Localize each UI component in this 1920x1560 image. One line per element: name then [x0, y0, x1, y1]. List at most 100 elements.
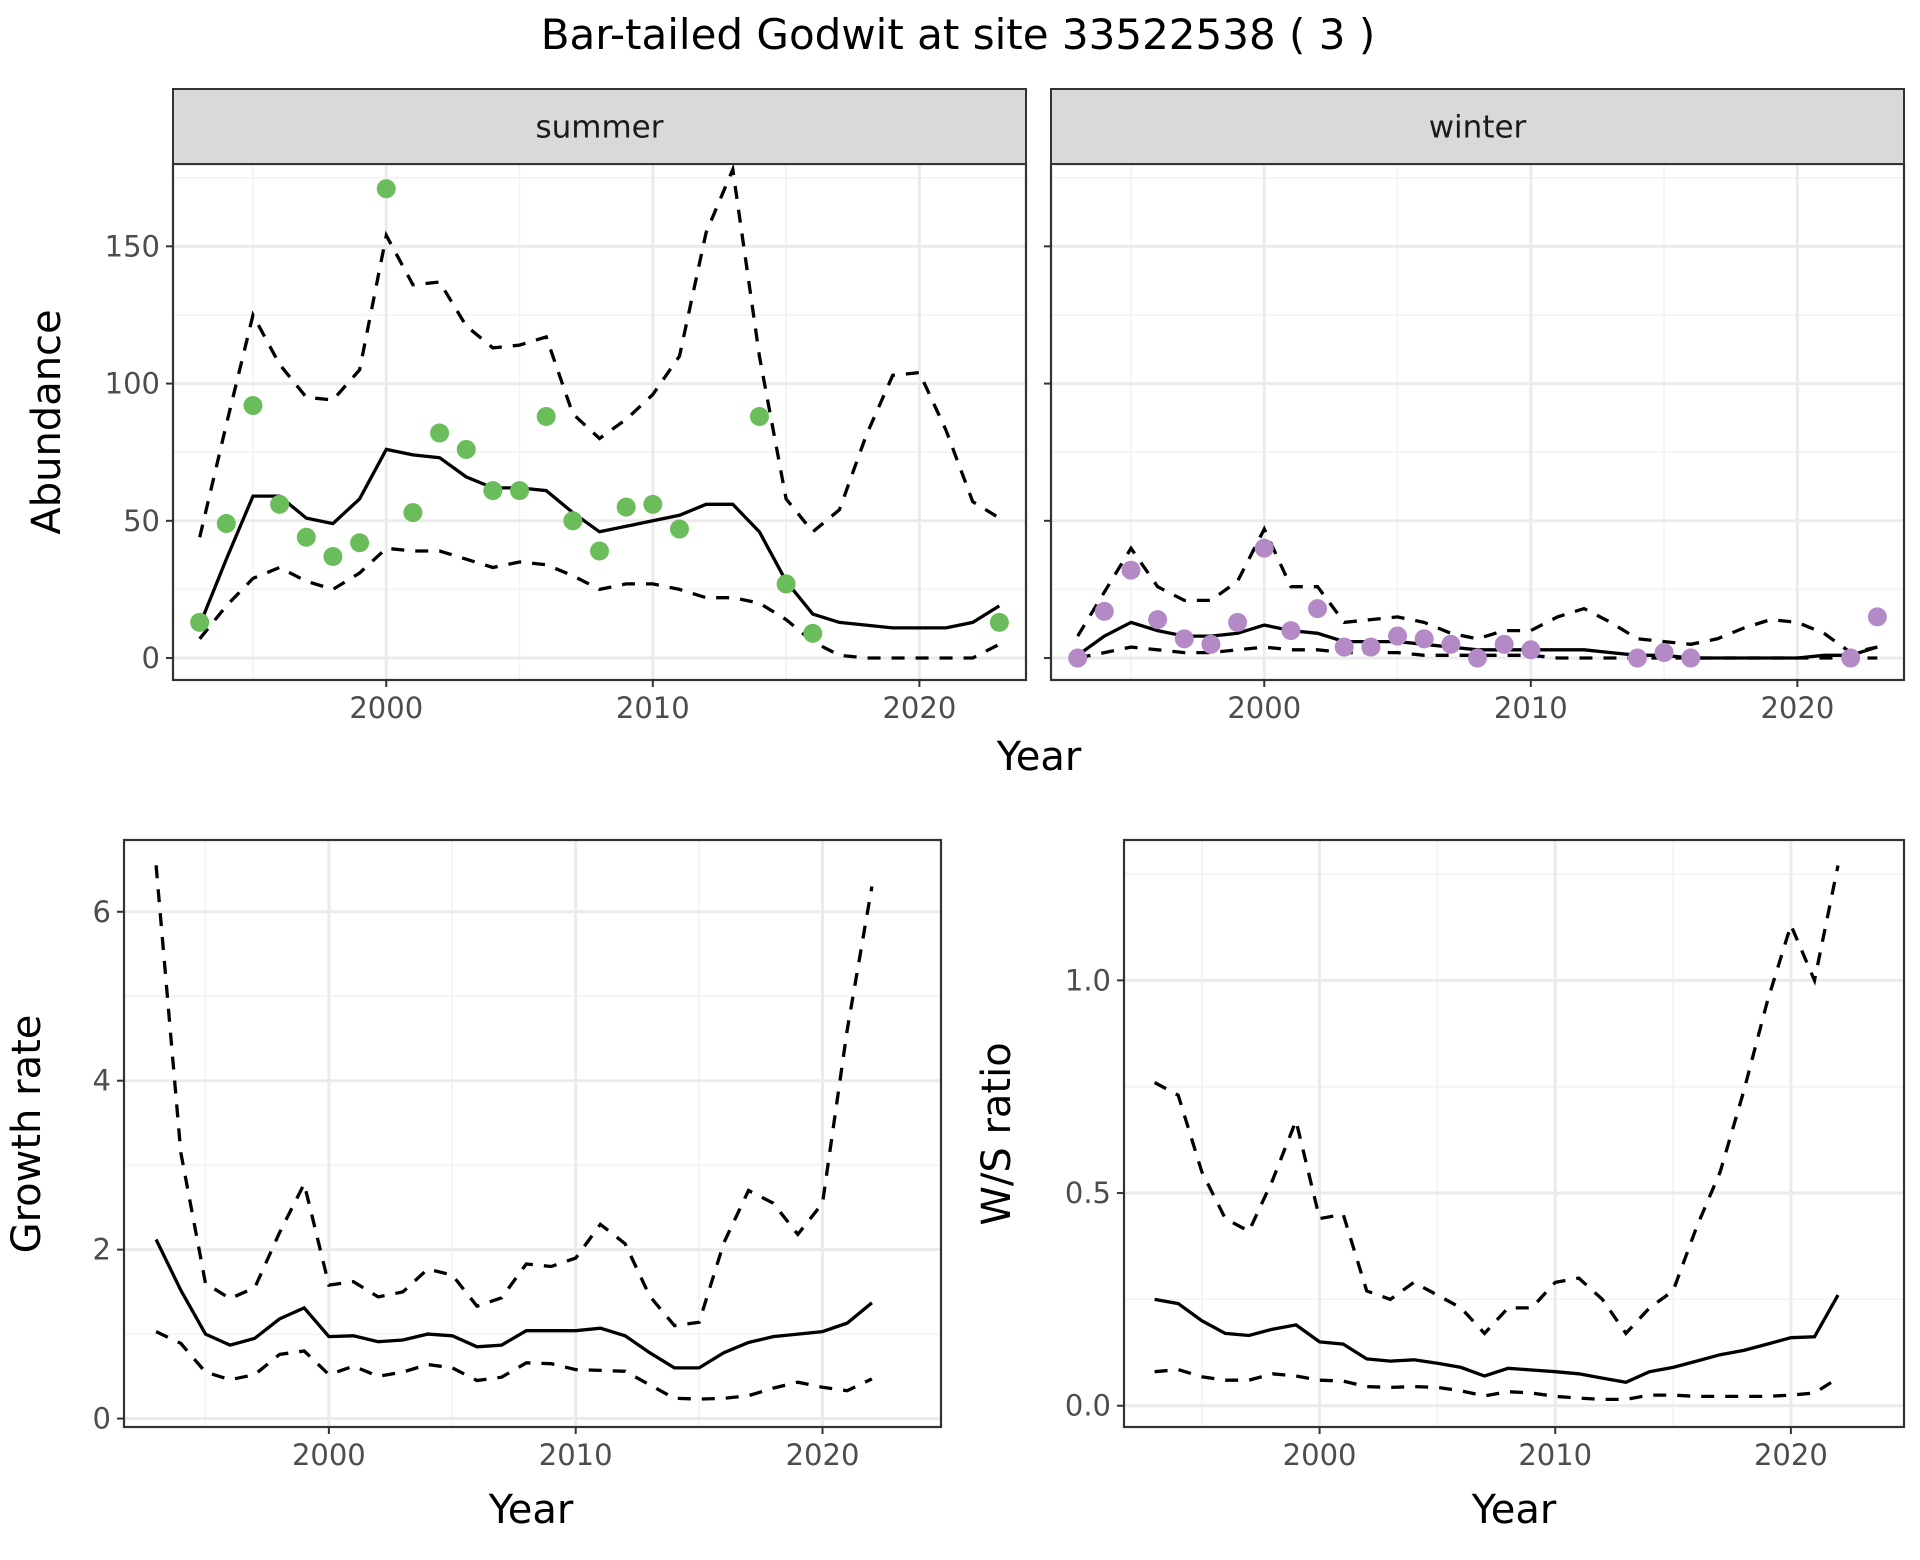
- observed-point: [1068, 648, 1088, 668]
- observed-point: [216, 514, 236, 534]
- observed-point: [483, 481, 503, 501]
- x-axis-title: Year: [1471, 1487, 1557, 1533]
- y-axis-title: Abundance: [24, 309, 70, 534]
- y-tick-label: 0.5: [1065, 1176, 1111, 1210]
- observed-point: [1174, 629, 1194, 649]
- y-tick-label: 2: [93, 1233, 111, 1267]
- observed-point: [1334, 637, 1354, 657]
- observed-point: [403, 503, 423, 523]
- observed-point: [1654, 643, 1674, 663]
- facet-label: summer: [535, 110, 663, 146]
- y-tick-label: 100: [105, 367, 160, 401]
- y-tick-label: 6: [93, 895, 111, 929]
- x-tick-label: 2000: [1227, 691, 1301, 725]
- panel-abundance-winter: 2000 2010 2020 winter: [1044, 88, 1906, 725]
- observed-point: [643, 494, 663, 514]
- observed-point: [776, 574, 796, 594]
- y-tick-label: 0: [93, 1402, 111, 1436]
- y-tick-label: 50: [123, 504, 160, 538]
- x-tick-label: 2020: [882, 691, 956, 725]
- observed-point: [1681, 648, 1701, 668]
- observed-point: [989, 612, 1009, 632]
- x-tick-label: 2010: [1518, 1438, 1592, 1472]
- observed-point: [350, 533, 370, 553]
- observed-point: [270, 494, 290, 514]
- y-tick-label: 4: [93, 1064, 111, 1098]
- observed-point: [803, 623, 823, 643]
- observed-point: [510, 481, 530, 501]
- observed-point: [430, 423, 450, 443]
- panel-ws-ratio: 2000 2010 2020 0.0 0.5 1.0 Year W/S ratio: [974, 838, 1906, 1533]
- observed-point: [1361, 637, 1381, 657]
- facet-strip: [172, 88, 1027, 165]
- observed-point: [616, 497, 636, 517]
- upper-ci-line: [154, 865, 874, 1328]
- observed-point: [1281, 621, 1301, 641]
- x-tick-label: 2000: [1283, 1438, 1357, 1472]
- x-tick-label: 2010: [616, 691, 690, 725]
- observed-point: [296, 527, 316, 547]
- x-tick-label: 2010: [1494, 691, 1568, 725]
- y-tick-label: 0: [142, 641, 160, 675]
- observed-point: [536, 407, 556, 427]
- x-tick-label: 2020: [1760, 691, 1834, 725]
- observed-point: [1228, 612, 1248, 632]
- x-tick-label: 2020: [1754, 1438, 1828, 1472]
- observed-point: [1521, 640, 1541, 660]
- observed-point: [456, 439, 476, 459]
- panel-border: [122, 838, 943, 1429]
- upper-ci-line: [198, 163, 1001, 538]
- observed-point: [1414, 629, 1434, 649]
- observed-point: [1148, 610, 1168, 630]
- x-tick-label: 2020: [786, 1438, 860, 1472]
- observed-point: [376, 179, 396, 199]
- panel-border: [1049, 162, 1906, 682]
- observed-point: [243, 396, 263, 416]
- observed-point: [669, 519, 689, 539]
- facet-label: winter: [1429, 110, 1527, 146]
- observed-point: [1627, 648, 1647, 668]
- observed-point: [749, 407, 769, 427]
- observed-point: [1494, 634, 1514, 654]
- observed-point: [190, 612, 210, 632]
- panel-border: [1122, 838, 1906, 1429]
- mean-line: [198, 447, 1001, 630]
- facet-strip: [1050, 88, 1905, 165]
- x-tick-label: 2000: [349, 691, 423, 725]
- upper-ci-line: [1076, 525, 1878, 655]
- y-axis-title: Growth rate: [4, 1015, 50, 1254]
- panel-abundance-summer: 2000 2010 2020 0 50 100 150 summer Abundance: [24, 88, 1028, 725]
- observed-point: [590, 541, 609, 561]
- panel-growth-rate: 2000 2010 2020 0 2 4 6 Year Growth rate: [4, 838, 943, 1533]
- upper-ci-line: [1153, 865, 1840, 1337]
- observed-point: [1121, 560, 1141, 580]
- observed-point: [1254, 538, 1274, 558]
- y-axis-title: W/S ratio: [974, 1042, 1020, 1225]
- observed-point: [563, 511, 583, 531]
- observed-point: [1201, 634, 1221, 654]
- observed-point: [1388, 626, 1408, 646]
- mean-line: [154, 1238, 873, 1370]
- y-tick-label: 0.0: [1065, 1389, 1111, 1423]
- observed-point: [1468, 648, 1487, 668]
- observed-point: [1308, 599, 1328, 619]
- x-axis-title: Year: [488, 1487, 574, 1533]
- y-tick-label: 1.0: [1065, 963, 1111, 997]
- observed-point: [1841, 648, 1861, 668]
- x-tick-label: 2010: [539, 1438, 613, 1472]
- y-tick-label: 150: [105, 229, 160, 263]
- lower-ci-line: [155, 1330, 873, 1401]
- observed-point: [1094, 601, 1114, 621]
- observed-point: [323, 546, 343, 566]
- x-axis-title: Year: [996, 734, 1082, 780]
- lower-ci-line: [198, 546, 1001, 660]
- figure-title: Bar-tailed Godwit at site 33522538 ( 3 ): [541, 10, 1376, 59]
- x-tick-label: 2000: [292, 1438, 366, 1472]
- lower-ci-line: [1154, 1367, 1839, 1402]
- mean-line: [1154, 1294, 1840, 1385]
- plot-area: 2000 2010 2020050100150summerAbundance2000…: [4, 88, 1906, 1533]
- observed-point: [1441, 634, 1461, 654]
- panel-border: [171, 162, 1028, 682]
- observed-point: [1867, 607, 1887, 627]
